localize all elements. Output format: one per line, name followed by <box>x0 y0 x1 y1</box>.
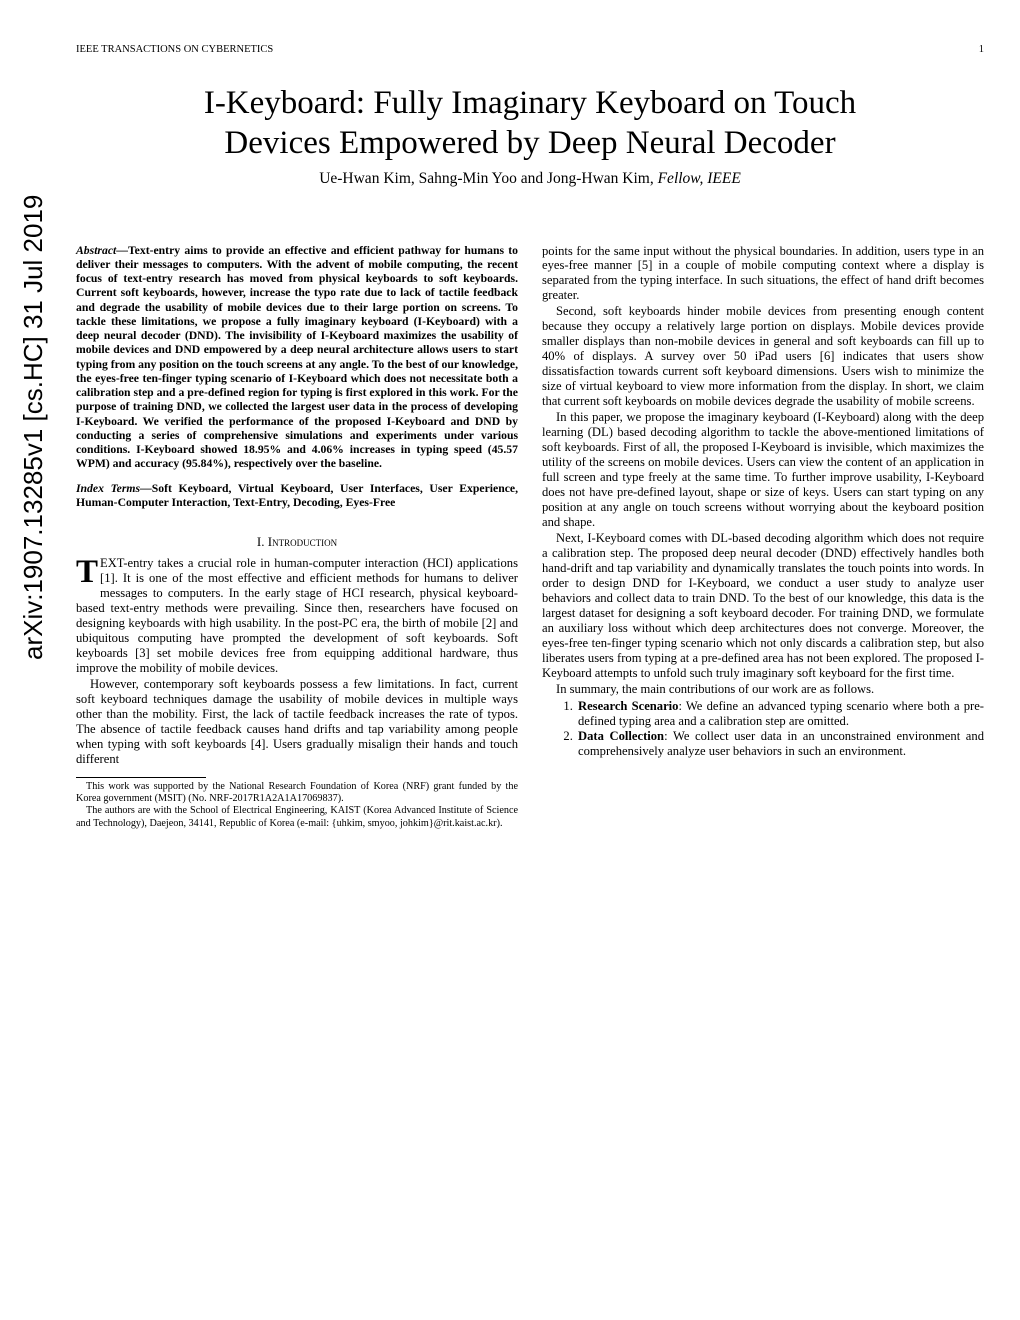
contribution-2-lead: Data Collection <box>578 729 664 743</box>
abstract-label: Abstract <box>76 244 116 257</box>
abstract: Abstract—Text-entry aims to provide an e… <box>76 244 518 472</box>
two-column-body: Abstract—Text-entry aims to provide an e… <box>76 244 984 831</box>
running-head: IEEE TRANSACTIONS ON CYBERNETICS 1 <box>76 44 984 55</box>
footnote-rule <box>76 777 206 778</box>
title-line-1: I-Keyboard: Fully Imaginary Keyboard on … <box>204 85 856 121</box>
section-heading-intro: I. Introduction <box>76 534 518 549</box>
contribution-1-lead: Research Scenario <box>578 699 678 713</box>
right-column: points for the same input without the ph… <box>542 244 984 831</box>
left-column: Abstract—Text-entry aims to provide an e… <box>76 244 518 831</box>
paper-title: I-Keyboard: Fully Imaginary Keyboard on … <box>76 83 984 164</box>
page-content: IEEE TRANSACTIONS ON CYBERNETICS 1 I-Key… <box>76 44 984 830</box>
right-paragraph-5: In summary, the main contributions of ou… <box>542 682 984 697</box>
journal-name: IEEE TRANSACTIONS ON CYBERNETICS <box>76 44 273 55</box>
right-paragraph-1: points for the same input without the ph… <box>542 244 984 304</box>
right-paragraph-2: Second, soft keyboards hinder mobile dev… <box>542 304 984 409</box>
intro-paragraph-2: However, contemporary soft keyboards pos… <box>76 677 518 767</box>
abstract-text: —Text-entry aims to provide an effective… <box>76 244 518 471</box>
authors-line: Ue-Hwan Kim, Sahng-Min Yoo and Jong-Hwan… <box>76 170 984 188</box>
author-names: Ue-Hwan Kim, Sahng-Min Yoo and Jong-Hwan… <box>319 170 657 187</box>
right-paragraph-4: Next, I-Keyboard comes with DL-based dec… <box>542 531 984 681</box>
index-terms-label: Index Terms <box>76 482 140 495</box>
index-terms: Index Terms—Soft Keyboard, Virtual Keybo… <box>76 482 518 511</box>
contributions-list: Research Scenario: We define an advanced… <box>542 699 984 759</box>
index-terms-text: —Soft Keyboard, Virtual Keyboard, User I… <box>76 482 518 509</box>
footnote-affiliation: The authors are with the School of Elect… <box>76 805 518 830</box>
footnote-funding: This work was supported by the National … <box>76 781 518 806</box>
arxiv-stamp: arXiv:1907.13285v1 [cs.HC] 31 Jul 2019 <box>18 195 49 660</box>
intro-paragraph-1: TEXT-entry takes a crucial role in human… <box>76 556 518 676</box>
page-number: 1 <box>979 44 984 55</box>
right-paragraph-3: In this paper, we propose the imaginary … <box>542 410 984 530</box>
title-line-2: Devices Empowered by Deep Neural Decoder <box>224 125 835 161</box>
contribution-item-1: Research Scenario: We define an advanced… <box>576 699 984 729</box>
contribution-item-2: Data Collection: We collect user data in… <box>576 729 984 759</box>
author-affiliation: Fellow, IEEE <box>658 170 741 187</box>
